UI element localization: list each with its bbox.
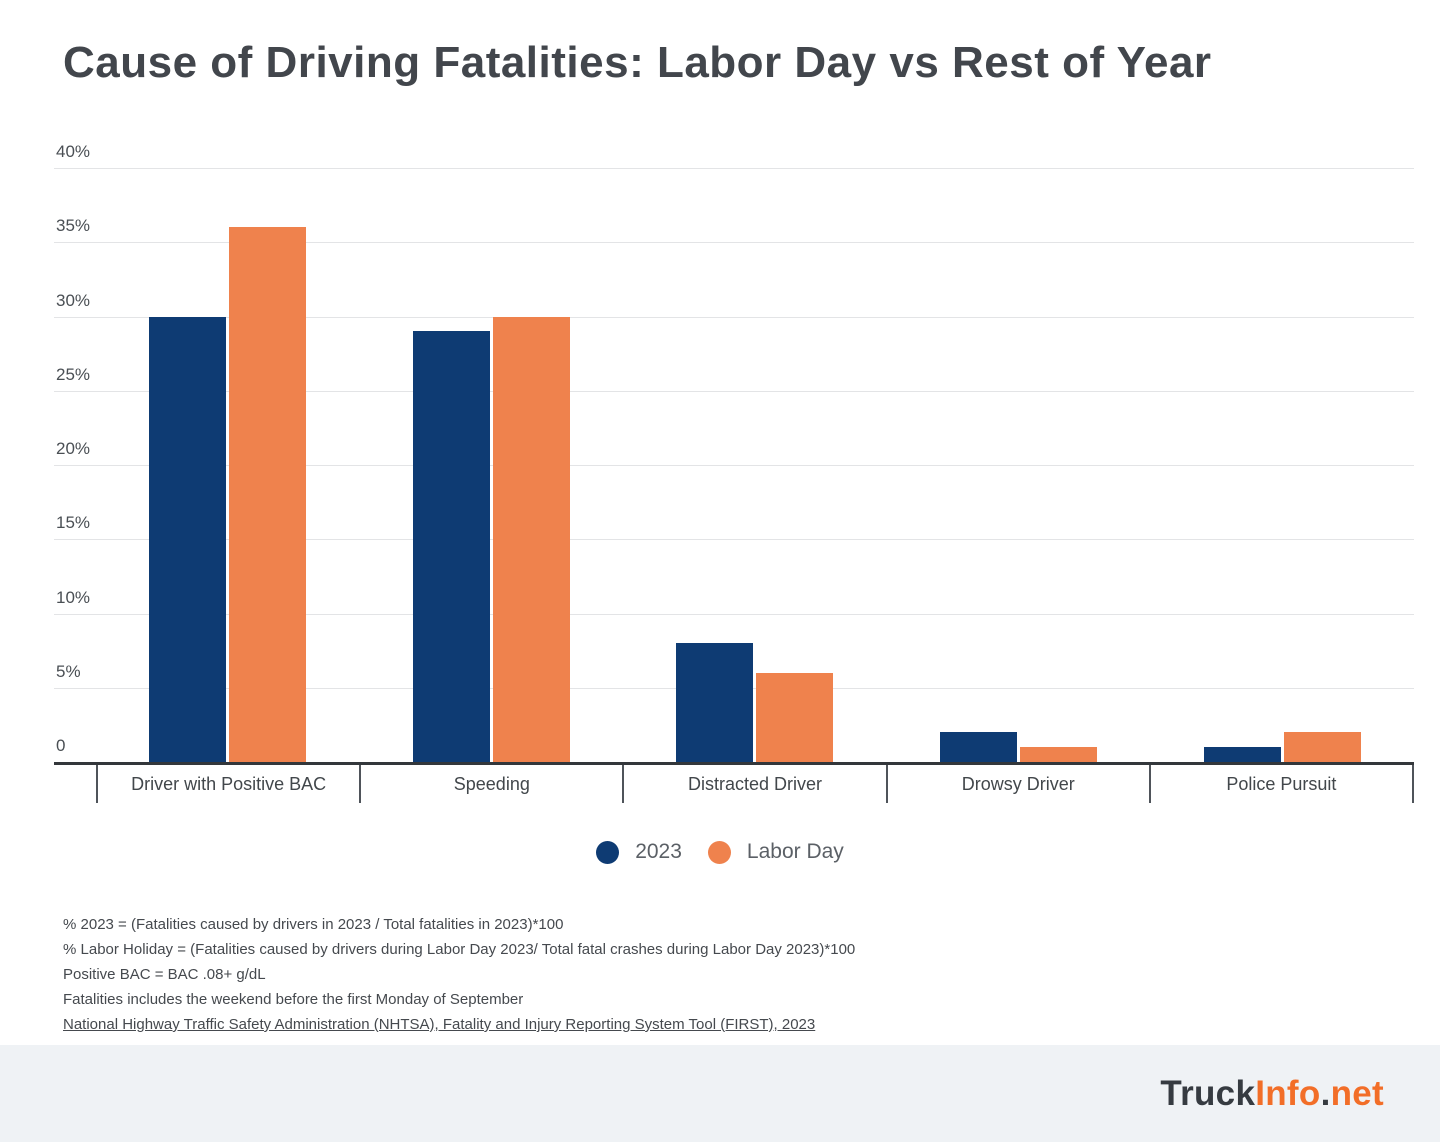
- bar-2023-distracted-driver: [676, 643, 754, 762]
- x-axis-label-speeding: Speeding: [359, 765, 622, 803]
- gridline-15: [54, 539, 1414, 541]
- legend-dot-labor-day: [707, 840, 731, 864]
- category-group-driver-with-positive-bac: [96, 168, 360, 762]
- x-axis-label-driver-with-positive-bac: Driver with Positive BAC: [96, 765, 359, 803]
- y-tick-label-20: 20%: [56, 439, 91, 458]
- bar-2023-speeding: [412, 331, 490, 762]
- y-tick-label-40: 40%: [56, 142, 91, 161]
- y-tick-label-10: 10%: [56, 587, 91, 607]
- logo-part-2: Info: [1255, 1073, 1321, 1113]
- gridline-20: [54, 465, 1414, 466]
- logo-part-4: net: [1330, 1073, 1384, 1113]
- truckinfo-logo: TruckInfo.net: [1160, 1074, 1384, 1114]
- logo-part-3: .: [1320, 1073, 1331, 1113]
- legend-label-labor-day: Labor Day: [746, 840, 844, 863]
- bar-labor-day-speeding: [492, 316, 570, 762]
- footnotes: % 2023 = (Fatalities caused by drivers i…: [63, 912, 855, 1037]
- y-tick-label-25: 25%: [56, 364, 91, 384]
- category-group-drowsy-driver: [887, 168, 1151, 762]
- x-axis-label-police-pursuit: Police Pursuit: [1148, 765, 1415, 803]
- gridline-10: [54, 613, 1414, 615]
- gridline-25: [54, 390, 1414, 392]
- footnote-line-4: Fatalities includes the weekend before t…: [63, 991, 524, 1008]
- gridline-30: [54, 316, 1414, 318]
- x-axis-label-distracted-driver: Distracted Driver: [622, 765, 885, 803]
- category-group-distracted-driver: [623, 168, 887, 762]
- x-axis-label-drowsy-driver: Drowsy Driver: [885, 765, 1149, 803]
- bar-labor-day-driver-with-positive-bac: [229, 227, 307, 762]
- footnote-line-2: % Labor Holiday = (Fatalities caused by …: [63, 941, 856, 958]
- legend-item-labor-day: Labor Day: [707, 840, 844, 864]
- bar-chart-plot-area: 40% 35% 30% 25% 20% 15% 10% 5% 0 Driver with Pos…: [54, 142, 1415, 803]
- gridline-35: [54, 242, 1414, 244]
- category-group-speeding: [360, 168, 624, 762]
- footnote-line-1: % 2023 = (Fatalities caused by drivers i…: [63, 916, 564, 933]
- footnote-line-3: Positive BAC = BAC .08+ g/dL: [63, 966, 266, 983]
- legend-dot-2023: [596, 840, 620, 864]
- x-axis-category-labels: Driver with Positive BAC Speeding Distract…: [96, 765, 1415, 803]
- bar-2023-police-pursuit: [1203, 747, 1281, 762]
- bar-labor-day-drowsy-driver: [1020, 747, 1098, 762]
- y-tick-label-15: 15%: [56, 513, 91, 533]
- bars-region: [96, 168, 1414, 762]
- footer-band: TruckInfo.net: [0, 1045, 1440, 1142]
- category-group-police-pursuit: [1150, 168, 1414, 762]
- y-tick-label-5: 5%: [56, 661, 81, 681]
- gridline-40: [54, 168, 1414, 169]
- bar-2023-driver-with-positive-bac: [149, 316, 227, 762]
- legend-label-2023: 2023: [635, 840, 682, 863]
- footnote-source-link[interactable]: National Highway Traffic Safety Administ…: [63, 1016, 816, 1033]
- legend: 2023 Labor Day: [0, 840, 1440, 864]
- bar-labor-day-distracted-driver: [756, 672, 834, 762]
- legend-item-2023: 2023: [596, 840, 682, 864]
- bar-labor-day-police-pursuit: [1283, 732, 1361, 762]
- y-tick-label-30: 30%: [56, 290, 91, 310]
- bar-2023-drowsy-driver: [940, 732, 1018, 762]
- logo-part-1: Truck: [1160, 1073, 1256, 1113]
- chart-title: Cause of Driving Fatalities: Labor Day v…: [63, 38, 1212, 87]
- y-tick-label-0: 0: [56, 736, 66, 755]
- y-tick-label-35: 35%: [56, 216, 91, 236]
